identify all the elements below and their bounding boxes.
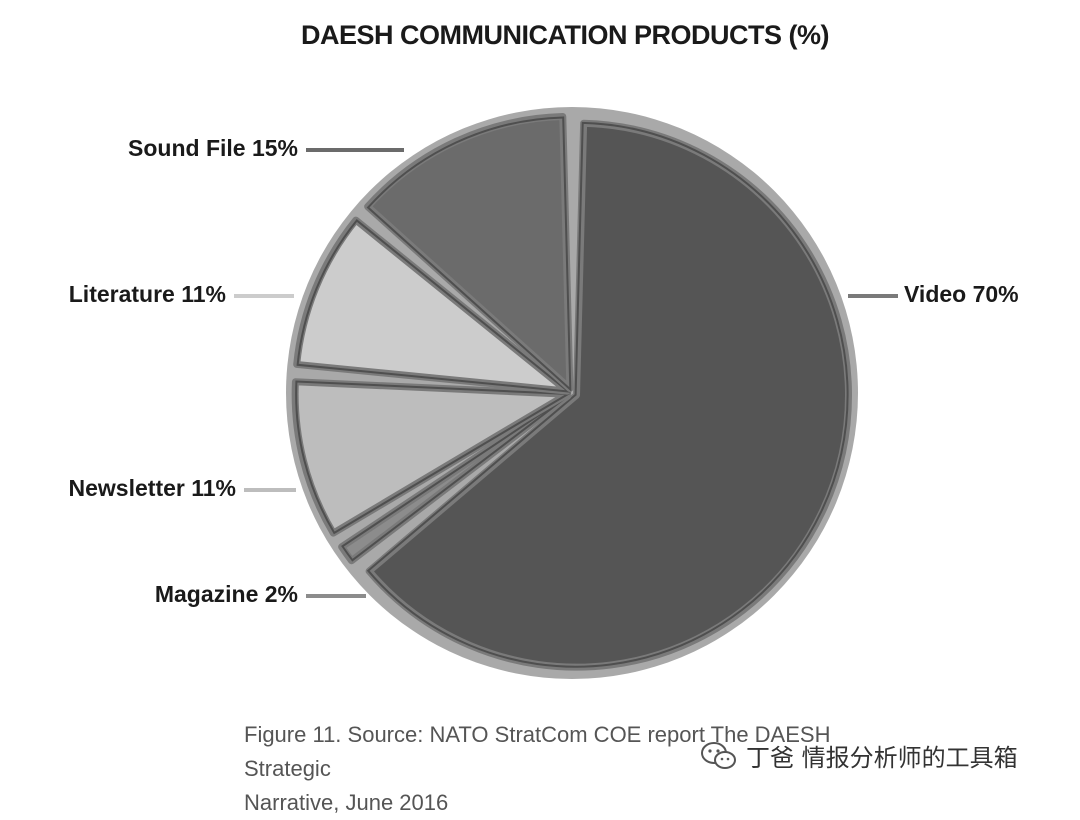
slice-labels: Video 70% Magazine 2% Newsletter 11% Litera… (69, 135, 1019, 607)
caption-line-2: Narrative, June 2016 (244, 790, 449, 815)
slice-label-literature: Literature 11% (69, 281, 226, 307)
pie-slice-edge (366, 116, 572, 392)
figure-caption: Figure 11. Source: NATO StratCom COE rep… (244, 718, 864, 820)
watermark: 丁爸 情报分析师的工具箱 (700, 738, 1018, 773)
pie-slice-edge (366, 121, 849, 668)
watermark-text: 丁爸 情报分析师的工具箱 (746, 744, 1018, 772)
chart-title: DAESH COMMUNICATION PRODUCTS (%) (301, 20, 829, 50)
pie-slice-edge (341, 394, 570, 562)
pie-slice-edge (295, 380, 572, 535)
caption-line-1: Figure 11. Source: NATO StratCom COE rep… (244, 722, 831, 781)
pie-slice-edge (296, 219, 572, 393)
pie-slices (286, 107, 858, 679)
slice-label-newsletter: Newsletter 11% (69, 475, 236, 501)
slice-label-video: Video 70% (904, 281, 1019, 307)
wechat-icon (701, 741, 736, 769)
slice-label-sound-file: Sound File 15% (128, 135, 298, 161)
slice-label-magazine: Magazine 2% (155, 581, 298, 607)
label-leader-lines (234, 148, 898, 598)
